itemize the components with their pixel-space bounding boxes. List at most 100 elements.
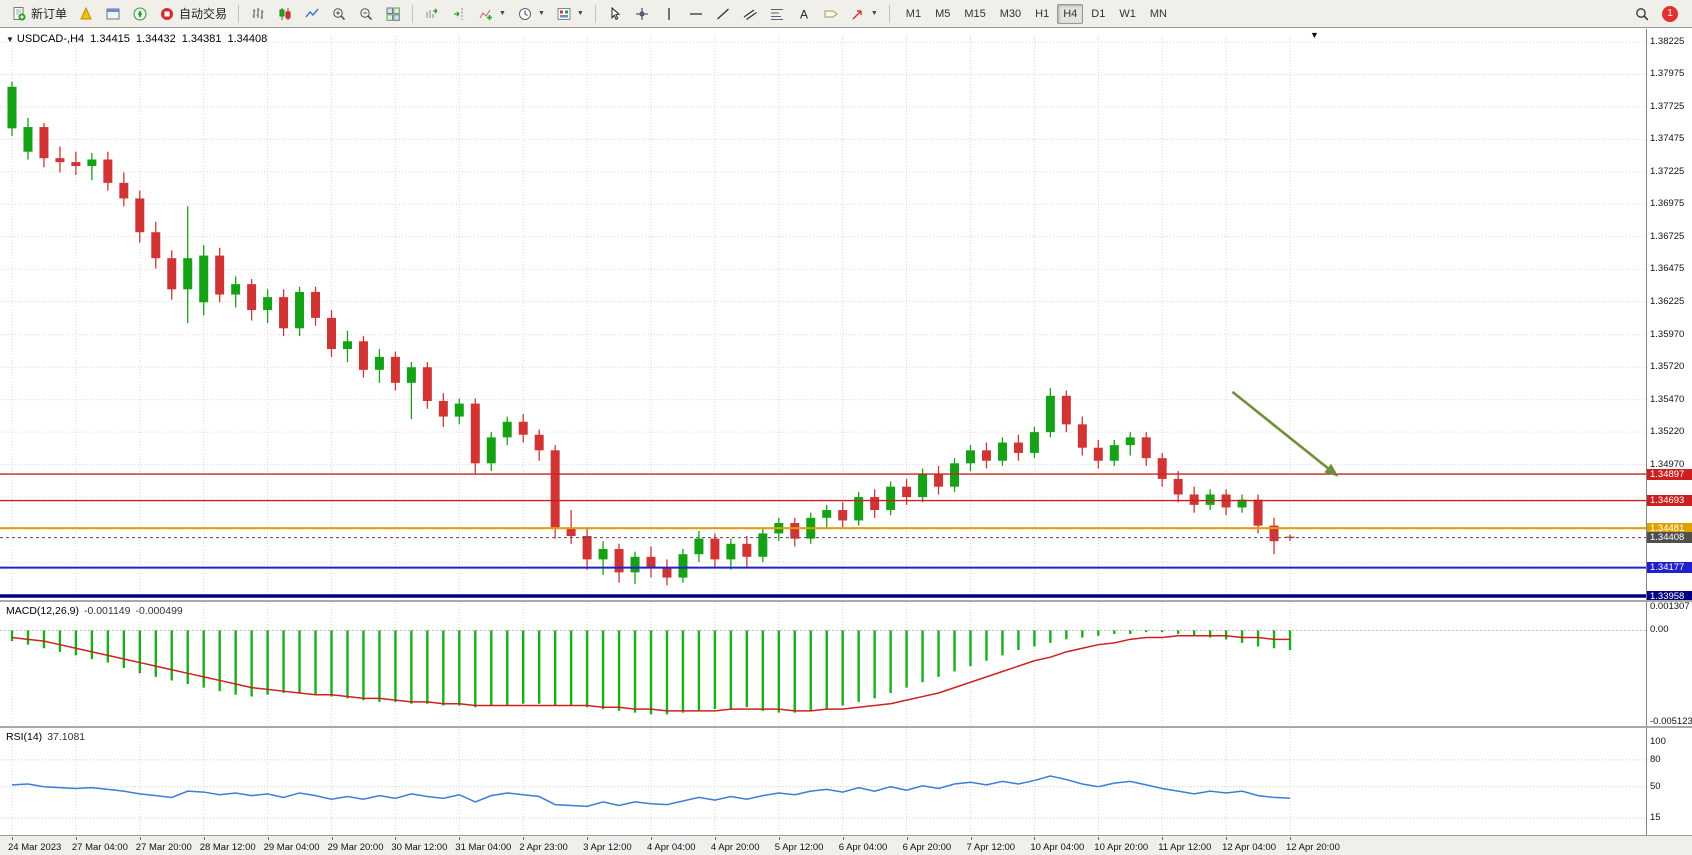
rsi-panel-separator[interactable] bbox=[0, 726, 1692, 728]
axis-label: 50 bbox=[1650, 780, 1661, 792]
quote-open: 1.34415 bbox=[90, 33, 130, 45]
periods-button[interactable]: ▼ bbox=[512, 2, 550, 26]
time-tick bbox=[267, 837, 269, 840]
auto-trading-label: 自动交易 bbox=[179, 7, 228, 21]
trend-arrow-annotation[interactable] bbox=[1231, 390, 1339, 477]
timeframe-button-h4[interactable]: H4 bbox=[1057, 3, 1084, 24]
text-label-icon bbox=[823, 6, 839, 22]
auto-trading-icon bbox=[159, 6, 175, 22]
svg-text:A: A bbox=[800, 7, 808, 21]
time-label: 27 Mar 20:00 bbox=[135, 842, 192, 853]
navigator-button[interactable] bbox=[127, 2, 153, 26]
timeframe-button-m15[interactable]: M15 bbox=[964, 7, 986, 20]
time-label: 4 Apr 04:00 bbox=[647, 842, 696, 853]
time-label: 29 Mar 04:00 bbox=[263, 842, 320, 853]
quote-high: 1.34432 bbox=[135, 33, 176, 45]
time-tick bbox=[75, 837, 77, 840]
time-tick bbox=[970, 837, 972, 840]
symbol-menu-icon[interactable]: ▼ bbox=[6, 35, 14, 44]
chart-shift-icon bbox=[451, 6, 467, 22]
axis-label: -0.005123 bbox=[1650, 716, 1692, 727]
time-tick bbox=[778, 837, 780, 840]
axis-label: 1.35220 bbox=[1650, 426, 1685, 438]
chevron-down-icon: ▼ bbox=[537, 10, 545, 17]
search-button[interactable] bbox=[1629, 2, 1655, 26]
vertical-line-tool-button[interactable] bbox=[656, 2, 682, 26]
channel-icon bbox=[742, 6, 758, 22]
timeframe-button-w1[interactable]: W1 bbox=[1119, 7, 1136, 20]
timeframe-button-h1[interactable]: H1 bbox=[1035, 7, 1050, 20]
chart-header: ▼ USDCAD-,H4 1.34415 1.34432 1.34381 1.34408 bbox=[6, 33, 267, 45]
time-label: 10 Apr 04:00 bbox=[1030, 842, 1085, 853]
clock-icon bbox=[517, 6, 533, 22]
horizontal-line-tool-button[interactable] bbox=[683, 2, 709, 26]
horizontal-line-icon bbox=[688, 6, 704, 22]
zoom-in-icon bbox=[331, 6, 347, 22]
chart-shift-end-marker[interactable]: ▼ bbox=[1310, 30, 1319, 40]
text-tool-button[interactable]: A bbox=[791, 2, 817, 26]
time-label: 27 Mar 04:00 bbox=[71, 842, 128, 853]
price-badge: 1.34693 bbox=[1647, 495, 1692, 507]
auto-trading-button[interactable]: 自动交易 bbox=[154, 2, 232, 26]
price-axis[interactable]: 1.38225 1.37975 1.37725 1.37475 1.37225 1.369… bbox=[1646, 29, 1692, 835]
rsi-layer bbox=[11, 775, 1291, 808]
timeframe-button-d1[interactable]: D1 bbox=[1091, 7, 1106, 20]
bar-chart-button[interactable] bbox=[245, 2, 271, 26]
zoom-in-button[interactable] bbox=[326, 2, 352, 26]
time-label: 30 Mar 12:00 bbox=[391, 842, 448, 853]
zoom-out-button[interactable] bbox=[353, 2, 379, 26]
price-badge: 1.34897 bbox=[1647, 468, 1692, 480]
tile-windows-button[interactable] bbox=[380, 2, 406, 26]
timeframe-button-m1[interactable]: M1 bbox=[905, 7, 922, 20]
channel-tool-button[interactable] bbox=[737, 2, 763, 26]
time-label: 11 Apr 12:00 bbox=[1158, 842, 1212, 853]
trendline-tool-button[interactable] bbox=[710, 2, 736, 26]
arrow-shape-icon bbox=[850, 6, 866, 22]
auto-scroll-button[interactable] bbox=[419, 2, 445, 26]
text-label-tool-button[interactable] bbox=[818, 2, 844, 26]
time-tick bbox=[651, 837, 652, 840]
quote-low: 1.34381 bbox=[181, 33, 222, 45]
main-toolbar: 新订单 自动交易 bbox=[0, 0, 1692, 28]
new-order-button[interactable]: 新订单 bbox=[6, 2, 72, 26]
axis-label: 1.36975 bbox=[1650, 198, 1685, 210]
timeframe-toolbar: M1 M5 M15 M30 H1 H4 D1 W1 MN bbox=[900, 3, 1173, 24]
time-label: 12 Apr 20:00 bbox=[1286, 842, 1340, 853]
line-chart-button[interactable] bbox=[299, 2, 325, 26]
axis-label: 1.37975 bbox=[1650, 68, 1685, 80]
cursor-tool-button[interactable] bbox=[602, 2, 628, 26]
trendline-icon bbox=[715, 6, 731, 22]
chart-shift-button[interactable] bbox=[446, 2, 472, 26]
arrows-tool-button[interactable]: ▼ bbox=[845, 2, 883, 26]
axis-label: 1.36725 bbox=[1650, 230, 1685, 242]
timeframe-button-m5[interactable]: M5 bbox=[935, 7, 951, 20]
indicators-button[interactable]: ▼ bbox=[473, 2, 511, 26]
time-tick bbox=[395, 837, 397, 840]
market-watch-button[interactable] bbox=[73, 2, 99, 26]
data-window-button[interactable] bbox=[100, 2, 126, 26]
macd-name: MACD(12,26,9) bbox=[6, 605, 79, 617]
candlestick-chart-button[interactable] bbox=[272, 2, 298, 26]
toolbar-separator bbox=[888, 4, 890, 23]
timeframe-button-mn[interactable]: MN bbox=[1149, 7, 1167, 20]
time-label: 24 Mar 2023 bbox=[8, 842, 62, 853]
templates-button[interactable]: ▼ bbox=[551, 2, 589, 26]
macd-panel-separator[interactable] bbox=[0, 600, 1692, 602]
crosshair-tool-button[interactable] bbox=[629, 2, 655, 26]
time-label: 6 Apr 20:00 bbox=[902, 842, 952, 853]
notification-badge[interactable]: 1 bbox=[1662, 5, 1678, 22]
axis-label: 0.001307 bbox=[1650, 601, 1690, 612]
time-axis[interactable]: 24 Mar 2023 27 Mar 04:00 27 Mar 20:00 28 Ma… bbox=[0, 835, 1692, 855]
timeframe-button-m30[interactable]: M30 bbox=[999, 7, 1022, 20]
indicators-icon bbox=[478, 6, 494, 22]
time-tick bbox=[1226, 837, 1228, 840]
axis-label: 1.36475 bbox=[1650, 263, 1685, 275]
time-label: 7 Apr 12:00 bbox=[966, 842, 1016, 853]
fibonacci-tool-button[interactable] bbox=[764, 2, 790, 26]
time-label: 31 Mar 04:00 bbox=[455, 842, 512, 853]
candles-layer bbox=[7, 81, 1295, 586]
market-watch-icon bbox=[78, 6, 94, 22]
new-order-icon bbox=[11, 6, 27, 22]
